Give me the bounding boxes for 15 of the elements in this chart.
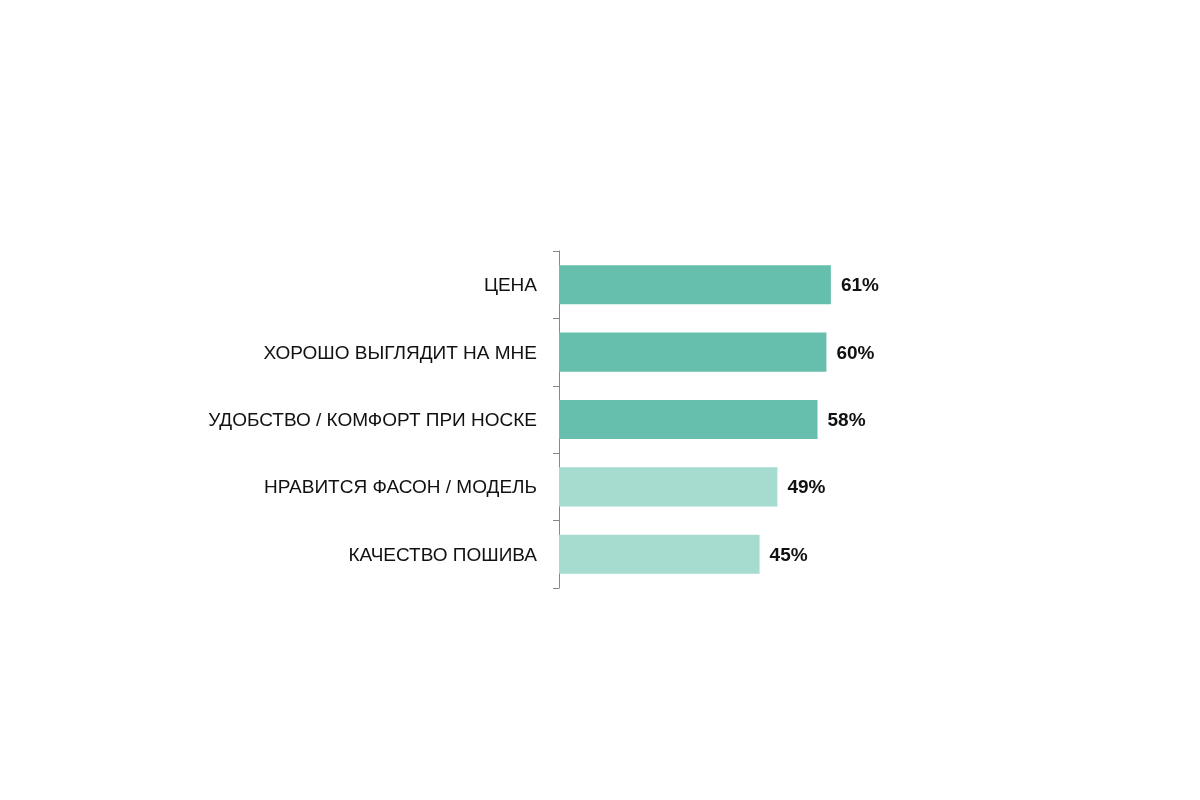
data-label: 45% <box>769 543 808 565</box>
y-tick-label: НРАВИТСЯ ФАСОН / МОДЕЛЬ <box>263 476 537 498</box>
bar <box>559 534 760 574</box>
y-tick-label: КАЧЕСТВО ПОШИВА <box>348 543 538 565</box>
bar <box>559 467 778 507</box>
data-label: 60% <box>836 341 875 363</box>
data-label: 58% <box>827 409 866 430</box>
y-tick-label: ХОРОШО ВЫГЛЯДИТ НА МНЕ <box>263 341 537 363</box>
y-tick-label: УДОБСТВО / КОМФОРТ ПРИ НОСКЕ <box>208 409 537 430</box>
data-label: 61% <box>840 274 880 296</box>
y-tick-label: ЦЕНА <box>483 274 538 296</box>
bar <box>559 332 827 372</box>
bar <box>559 265 831 305</box>
data-label: 49% <box>787 476 826 498</box>
bar <box>559 399 818 440</box>
